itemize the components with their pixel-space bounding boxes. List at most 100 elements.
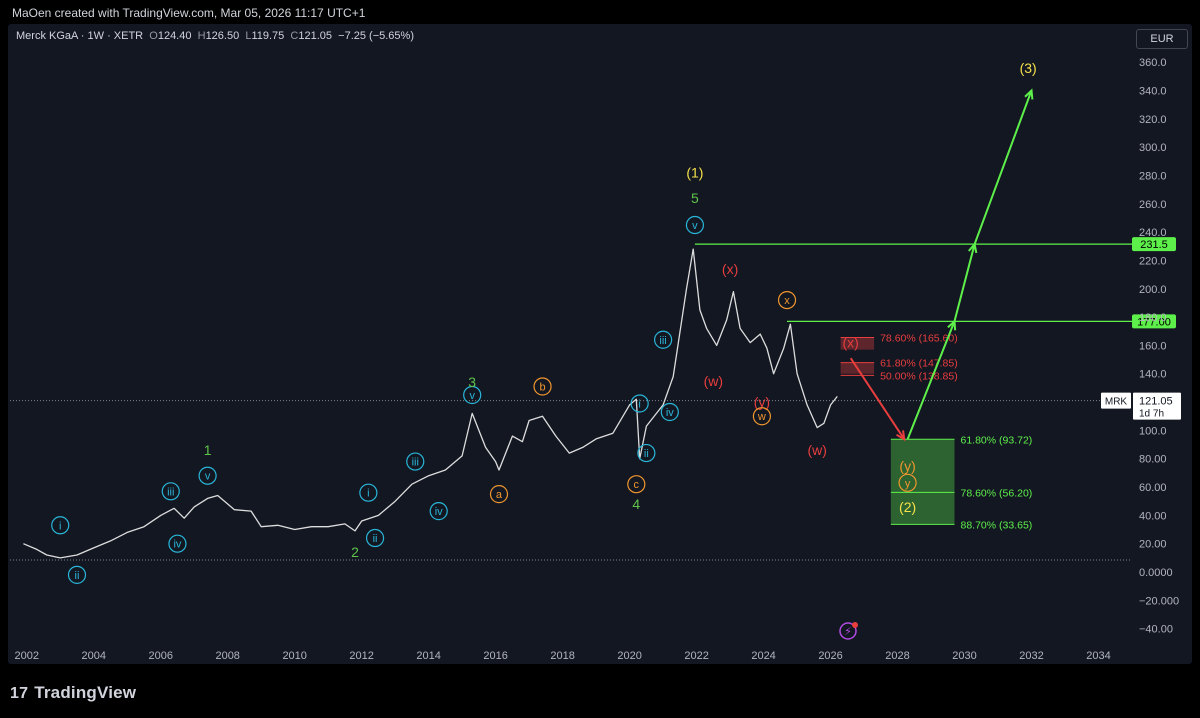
fib-zone-4 <box>890 492 955 525</box>
fib-zone-0 <box>840 337 875 350</box>
wave-circle-14 <box>533 377 552 396</box>
wave-label-18: iv <box>666 407 674 419</box>
wave-circle-1 <box>67 565 87 584</box>
wave-label-17: iii <box>659 335 666 347</box>
y-tick-label-6: 240.0 <box>1139 227 1167 239</box>
flash-icon <box>839 622 857 640</box>
wave-label-9: iii <box>412 457 419 469</box>
wave-label-0: i <box>59 520 61 532</box>
wave-label-16: ii <box>644 448 649 460</box>
wave-label-3: iv <box>173 539 181 551</box>
wave-circle-4 <box>198 466 217 485</box>
level-tag-label-1: 177.00 <box>1137 316 1171 328</box>
x-tick-label-6: 2014 <box>416 650 440 662</box>
symbol-legend[interactable]: Merck KGaA · 1W · XETR O124.40 H126.50 L… <box>16 30 414 42</box>
projection-path-1 <box>906 90 1033 440</box>
symbol-tag-label: MRK <box>1105 397 1128 408</box>
y-tick-label-19: −20.000 <box>1139 595 1179 607</box>
tradingview-logo[interactable]: 17 TradingView <box>10 683 136 703</box>
wave-label-25: (w) <box>704 373 723 389</box>
projection-path-0 <box>849 357 906 440</box>
wave-label-32: y <box>905 478 911 490</box>
wave-label-29: (w) <box>807 442 826 458</box>
level-tag-1 <box>1132 314 1176 329</box>
x-tick-label-10: 2022 <box>684 650 708 662</box>
x-tick-label-4: 2010 <box>282 650 306 662</box>
y-tick-label-20: −40.00 <box>1139 624 1173 636</box>
x-tick-label-9: 2020 <box>617 650 641 662</box>
y-tick-label-0: 360.0 <box>1139 57 1167 69</box>
wave-circle-21 <box>685 215 705 235</box>
wave-circle-13 <box>489 485 509 504</box>
x-tick-label-13: 2028 <box>885 650 909 662</box>
notification-dot-icon <box>852 622 858 628</box>
wave-circle-0 <box>51 516 70 535</box>
wave-circle-17 <box>654 330 673 349</box>
wave-label-13: a <box>496 489 503 501</box>
wave-label-21: v <box>692 220 698 232</box>
x-tick-label-16: 2034 <box>1086 650 1110 662</box>
x-tick-label-1: 2004 <box>81 650 105 662</box>
x-tick-label-14: 2030 <box>952 650 976 662</box>
y-tick-label-17: 20.00 <box>1139 539 1167 551</box>
wave-circle-6 <box>359 483 378 502</box>
fib-zone-3 <box>890 439 955 493</box>
y-tick-label-3: 300.0 <box>1139 142 1167 154</box>
open-label: O <box>149 30 158 42</box>
last-price-label: 121.05 <box>1139 396 1173 408</box>
tradingview-brand: TradingView <box>34 683 137 702</box>
wave-circle-2 <box>161 482 180 501</box>
wave-label-23: (1) <box>686 165 703 181</box>
wave-label-30: (x) <box>842 335 858 351</box>
wave-label-19: c <box>634 479 640 491</box>
fib-label-4: 78.60% (56.20) <box>960 487 1032 499</box>
symbol-title: Merck KGaA · 1W · XETR <box>16 30 144 42</box>
y-tick-label-10: 160.0 <box>1139 340 1167 352</box>
wave-label-8: 2 <box>351 544 359 560</box>
wave-label-6: i <box>367 488 369 500</box>
wave-circle-18 <box>660 402 679 422</box>
wave-circle-28 <box>752 407 772 426</box>
wave-label-15: i <box>638 398 640 410</box>
level-tag-label-0: 231.5 <box>1140 239 1168 251</box>
wave-circle-9 <box>406 452 425 471</box>
close-value: 121.05 <box>298 30 333 42</box>
y-tick-label-7: 220.0 <box>1139 255 1167 267</box>
y-tick-label-16: 40.00 <box>1139 510 1167 522</box>
y-tick-label-4: 280.0 <box>1139 170 1167 182</box>
tradingview-logo-icon: 17 <box>10 685 29 702</box>
y-tick-label-1: 340.0 <box>1139 85 1167 97</box>
wave-label-12: 3 <box>468 374 476 390</box>
countdown-label: 1d 7h <box>1139 409 1164 420</box>
x-tick-label-3: 2008 <box>215 650 239 662</box>
wave-label-33: (2) <box>899 499 916 515</box>
projection-arrowhead-1-1 <box>947 319 957 331</box>
projection-arrowhead-1-2 <box>967 241 978 254</box>
wave-circle-3 <box>168 534 187 553</box>
projection-arrowhead-0-1 <box>896 430 906 442</box>
attribution: MaOen created with TradingView.com, Mar … <box>12 6 366 20</box>
y-tick-label-18: 0.0000 <box>1139 567 1173 579</box>
wave-circle-19 <box>627 475 646 494</box>
y-tick-label-15: 60.00 <box>1139 482 1167 494</box>
wave-label-28: w <box>757 411 766 423</box>
x-tick-label-0: 2002 <box>15 650 39 662</box>
wave-label-5: 1 <box>204 442 212 458</box>
wave-circle-11 <box>463 385 482 405</box>
change-value: −7.25 (−5.65%) <box>338 30 414 42</box>
fib-label-1: 61.80% (147.85) <box>880 358 958 370</box>
chart-panel[interactable] <box>8 24 1192 664</box>
y-tick-label-9: 180.0 <box>1139 312 1167 324</box>
last-price-box <box>1133 392 1181 420</box>
y-tick-label-13: 100.0 <box>1139 425 1167 437</box>
x-tick-label-7: 2016 <box>483 650 507 662</box>
currency-button[interactable]: EUR <box>1136 29 1188 49</box>
wave-circle-15 <box>630 394 649 413</box>
wave-label-27: (y) <box>754 394 770 410</box>
symbol-tag-box <box>1101 392 1131 409</box>
wave-label-34: (3) <box>1020 60 1037 76</box>
wave-label-4: v <box>205 471 211 483</box>
open-value: 124.40 <box>157 30 192 42</box>
